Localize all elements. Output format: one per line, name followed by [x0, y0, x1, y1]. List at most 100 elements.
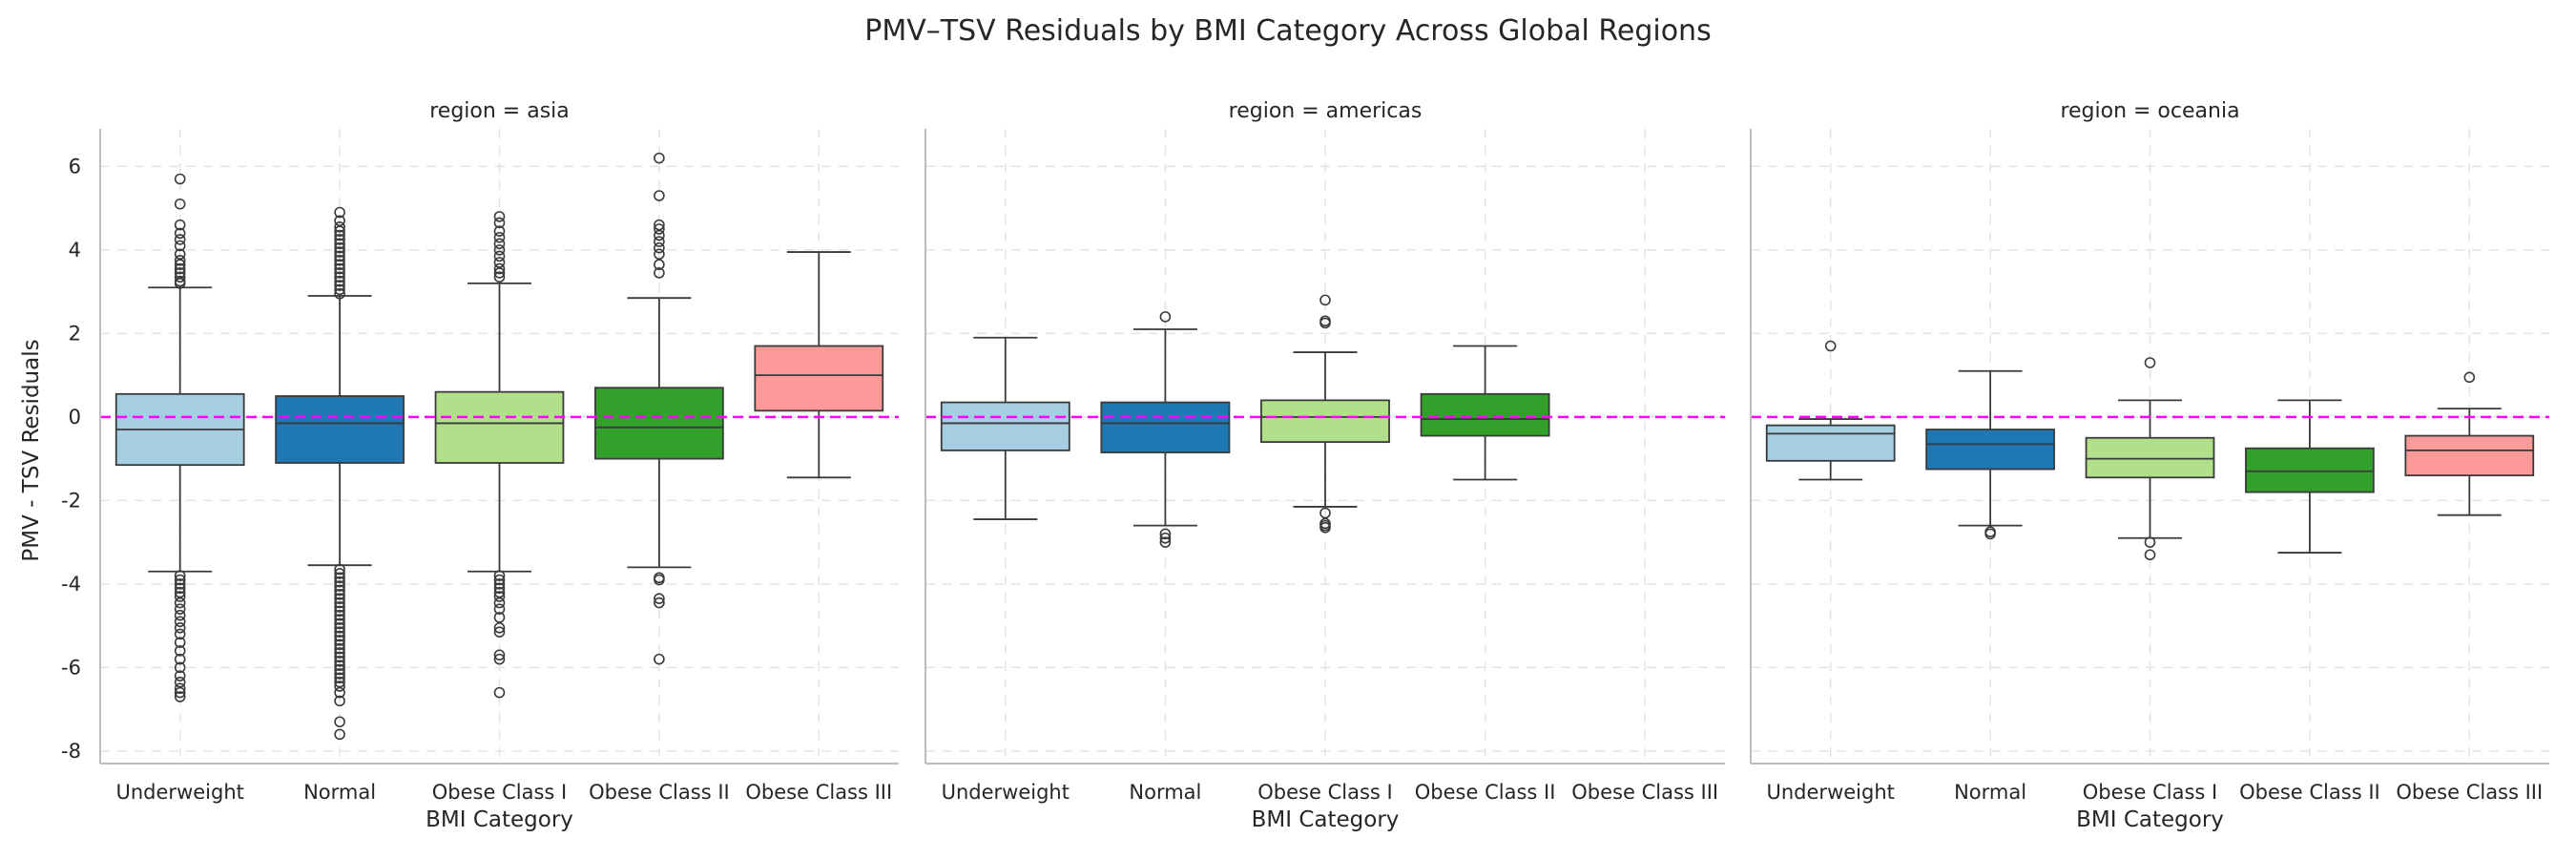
outlier-point [334, 660, 345, 671]
outlier-point [174, 661, 186, 674]
outlier-point [174, 173, 186, 185]
outlier-point [334, 259, 345, 270]
outlier-point [174, 578, 186, 590]
outlier-point [493, 597, 506, 609]
x-tick-label: Normal [1954, 781, 2026, 804]
outlier-point [334, 651, 345, 663]
box-iqr [1100, 401, 1231, 453]
x-tick-label: Underweight [116, 781, 244, 804]
box-iqr [1765, 424, 1896, 462]
outlier-point [334, 280, 345, 291]
outlier-point [493, 603, 506, 615]
outlier-point [174, 267, 186, 279]
outlier-point [334, 672, 345, 684]
outlier-point [174, 597, 186, 609]
outlier-point [334, 630, 345, 642]
outlier-point [334, 614, 345, 625]
outlier-point [174, 219, 186, 231]
outlier-point [174, 676, 186, 688]
y-tick-label: 0 [69, 406, 81, 429]
outlier-point [334, 215, 345, 227]
outlier-point [174, 278, 186, 289]
outlier-point [334, 576, 345, 588]
outlier-point [493, 626, 506, 638]
outlier-point [654, 267, 665, 279]
outlier-point [334, 626, 345, 638]
outlier-point [334, 288, 345, 300]
outlier-point [334, 234, 345, 245]
x-tick-label: Obese Class II [1415, 781, 1556, 804]
outlier-point [334, 605, 345, 618]
box-underweight [1765, 340, 1896, 481]
outlier-point [654, 152, 665, 164]
y-tick-label: 6 [69, 155, 81, 178]
outlier-point [334, 241, 345, 254]
outlier-point [334, 676, 345, 688]
box-obese-class-iii [2404, 371, 2535, 516]
box-iqr [594, 387, 724, 460]
outlier-point [654, 574, 665, 586]
box-normal [1100, 311, 1231, 548]
chart-title: PMV–TSV Residuals by BMI Category Across… [864, 14, 1711, 48]
outlier-point [334, 246, 345, 258]
outlier-point [654, 593, 665, 604]
outlier-point [493, 244, 506, 256]
x-tick-label: Obese Class I [432, 781, 567, 804]
outlier-point [1159, 528, 1172, 540]
outlier-point [493, 262, 506, 275]
outlier-point [334, 618, 345, 630]
outlier-point [2463, 371, 2476, 384]
outlier-point [334, 668, 345, 680]
outlier-point [334, 597, 345, 609]
y-tick-label: -8 [61, 740, 81, 763]
outlier-point [334, 728, 345, 741]
outlier-point [334, 622, 345, 634]
outlier-point [2144, 357, 2156, 368]
box-obese-class-ii [594, 152, 724, 665]
outlier-point [174, 653, 186, 665]
box-iqr [754, 345, 884, 412]
outlier-point [654, 190, 665, 201]
outlier-point [174, 240, 186, 252]
outlier-point [174, 628, 186, 640]
outlier-point [1319, 294, 1331, 306]
outlier-point [654, 236, 665, 247]
box-obese-class-i [434, 211, 565, 699]
outlier-point [493, 231, 506, 243]
facet-panel-0: region = asia Underweight Normal Obese Clas… [61, 99, 899, 832]
outlier-point [1824, 340, 1837, 352]
outlier-point [334, 225, 345, 237]
box-iqr [1925, 429, 2055, 471]
outlier-point [334, 229, 345, 241]
x-tick-label: Underweight [942, 781, 1070, 804]
outlier-point [1159, 536, 1172, 548]
panel-title: region = oceania [2060, 99, 2239, 123]
outlier-point [493, 591, 506, 602]
x-tick-label: Obese Class III [1571, 781, 1718, 804]
facet-panel-2: region = oceania Underweight Normal Obese C… [1750, 99, 2549, 832]
outlier-point [174, 198, 186, 210]
outlier-point [174, 582, 186, 595]
y-tick-label: -6 [61, 656, 81, 679]
outlier-point [334, 609, 345, 621]
outlier-point [334, 283, 345, 296]
outlier-point [493, 649, 506, 661]
outlier-point [174, 691, 186, 702]
box-iqr [2245, 447, 2375, 493]
panel-title: region = asia [429, 99, 570, 123]
outlier-point [2144, 536, 2156, 548]
y-axis-label: PMV - TSV Residuals [19, 339, 44, 561]
outlier-point [493, 570, 506, 581]
x-tick-label: Obese Class III [745, 781, 892, 804]
outlier-point [493, 217, 506, 229]
y-tick-label: 2 [69, 322, 81, 345]
panel-title: region = americas [1229, 99, 1423, 123]
outlier-point [174, 637, 186, 648]
outlier-point [174, 259, 186, 270]
outlier-point [1159, 311, 1172, 323]
outlier-point [493, 267, 506, 279]
box-iqr [434, 390, 565, 464]
outlier-point [174, 591, 186, 602]
y-tick-label: -4 [61, 573, 81, 596]
outlier-point [174, 682, 186, 695]
